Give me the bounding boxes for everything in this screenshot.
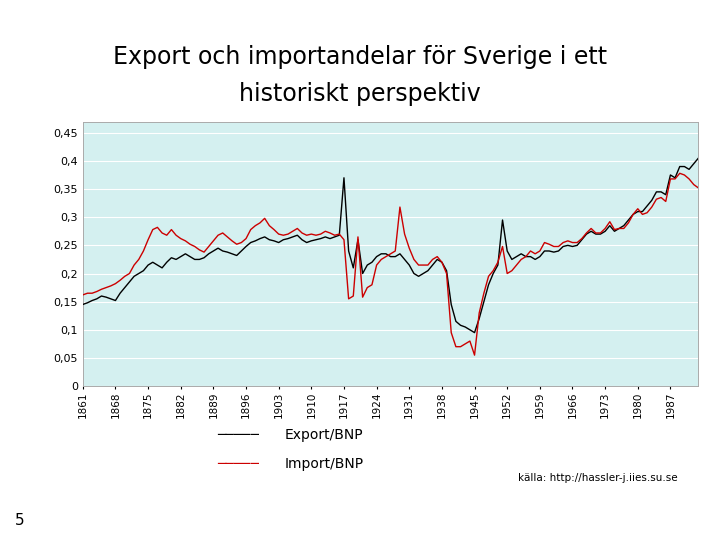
- Text: Export/BNP: Export/BNP: [284, 428, 363, 442]
- Text: Export och importandelar för Sverige i ett: Export och importandelar för Sverige i e…: [113, 45, 607, 69]
- Text: 5: 5: [14, 513, 24, 528]
- Text: källa: http://hassler-j.iies.su.se: källa: http://hassler-j.iies.su.se: [518, 473, 678, 483]
- Text: historiskt perspektiv: historiskt perspektiv: [239, 83, 481, 106]
- Text: Import/BNP: Import/BNP: [284, 457, 364, 471]
- Text: ─────: ─────: [217, 428, 258, 442]
- Text: ─────: ─────: [217, 457, 258, 471]
